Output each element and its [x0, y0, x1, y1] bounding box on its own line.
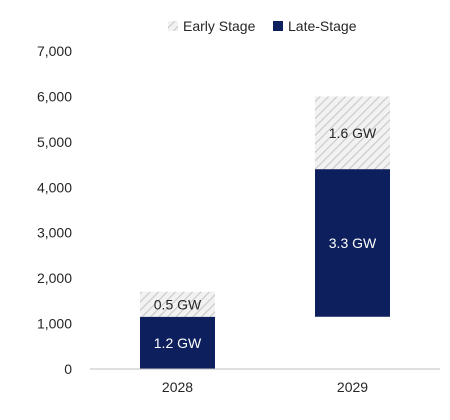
legend: Early Stage Late-Stage — [168, 18, 357, 34]
bars: 1.2 GW 0.5 GW 3.3 GW 1.6 GW — [140, 96, 390, 369]
x-axis: 2028 2029 — [90, 368, 440, 395]
y-tick-label: 5,000 — [37, 134, 72, 150]
data-label-2028-early: 0.5 GW — [154, 296, 202, 312]
y-tick-label: 1,000 — [37, 316, 72, 332]
early-stage-bar-2028 — [140, 291, 215, 317]
y-tick-label: 6,000 — [37, 88, 72, 104]
y-tick-label: 2,000 — [37, 270, 72, 286]
late-stage-bar-2028 — [140, 316, 215, 369]
y-tick-label: 7,000 — [37, 43, 72, 59]
y-tick-label: 4,000 — [37, 179, 72, 195]
x-tick-label: 2028 — [162, 379, 193, 395]
data-label-2029-late: 3.3 GW — [329, 235, 377, 251]
y-axis: 0 1,000 2,000 3,000 4,000 5,000 6,000 7,000 — [37, 43, 72, 377]
y-tick-label: 0 — [64, 361, 72, 377]
early-stage-bar-2029 — [315, 96, 390, 170]
legend-label-early-stage: Early Stage — [183, 18, 256, 34]
y-tick-label: 3,000 — [37, 225, 72, 241]
x-tick-label: 2029 — [337, 379, 368, 395]
legend-swatch-early-stage — [168, 21, 178, 31]
data-label-2028-late: 1.2 GW — [154, 335, 202, 351]
legend-label-late-stage: Late-Stage — [288, 18, 357, 34]
data-label-2029-early: 1.6 GW — [329, 125, 377, 141]
late-stage-bar-2029 — [315, 169, 390, 317]
legend-swatch-late-stage — [273, 21, 283, 31]
